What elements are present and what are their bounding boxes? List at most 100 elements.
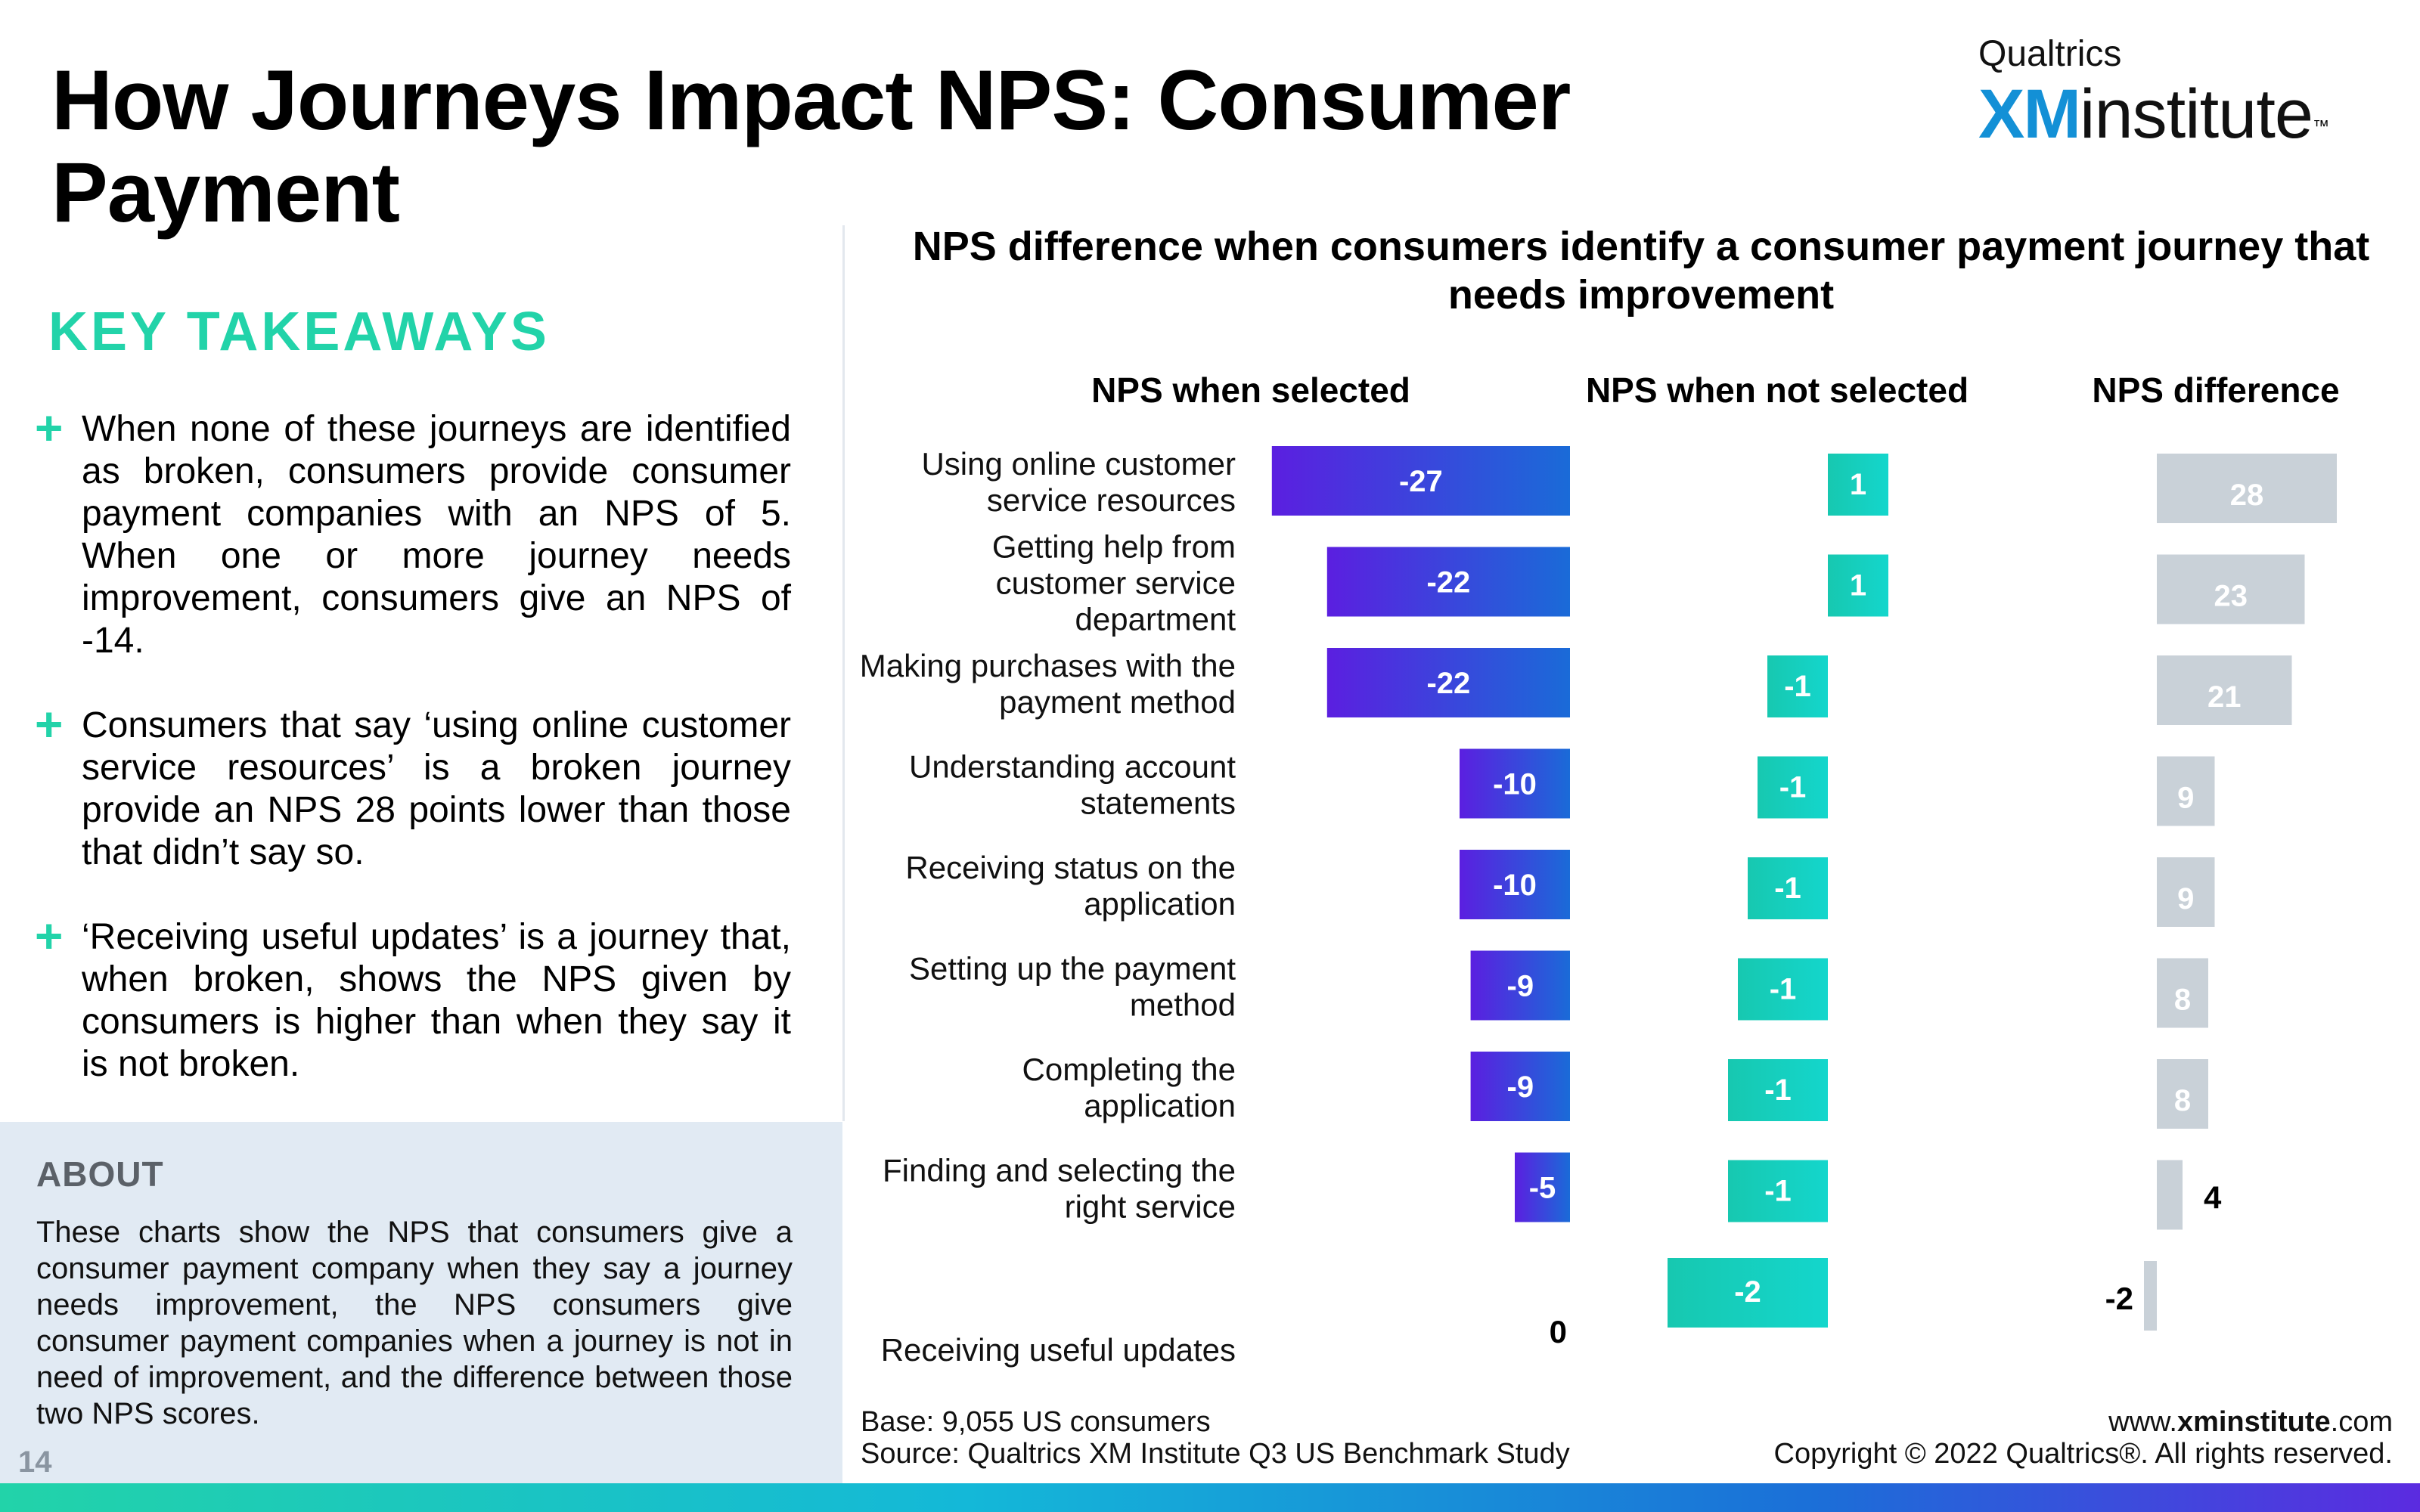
value-label-not-selected: -1 — [1764, 1074, 1792, 1107]
value-label-difference: 9 — [2177, 882, 2194, 916]
bar-selected — [1271, 446, 1570, 516]
value-label-not-selected: -1 — [1779, 771, 1807, 804]
takeaway-text: ‘Receiving useful updates’ is a journey … — [82, 917, 791, 1084]
footnote: Base: 9,055 US consumers Source: Qualtri… — [861, 1406, 1570, 1470]
category-label: Making purchases with the payment method — [860, 648, 1236, 720]
value-label-difference: 8 — [2174, 1084, 2191, 1117]
plus-icon: + — [35, 697, 64, 751]
logo-institute: institute — [2080, 76, 2313, 153]
value-label-selected: -9 — [1507, 1070, 1534, 1104]
value-label-not-selected: -2 — [1734, 1275, 1761, 1309]
category-label: Completing the application — [1022, 1052, 1236, 1123]
bar-selected — [1326, 547, 1570, 617]
takeaway-text: Consumers that say ‘using online custome… — [82, 705, 791, 872]
about-text: These charts show the NPS that consumers… — [36, 1216, 793, 1430]
column-header: NPS difference — [2092, 370, 2339, 410]
bottom-gradient-bar — [0, 1483, 2420, 1512]
logo-wordmark: XMinstitute™ — [1978, 73, 2329, 156]
vertical-divider — [842, 225, 845, 1121]
category-label: Using online customer service resources — [921, 446, 1236, 518]
value-label-selected: -5 — [1529, 1172, 1556, 1205]
bar-not-selected — [1728, 1160, 1828, 1222]
copyright-text: Copyright © 2022 Qualtrics®. All rights … — [1773, 1438, 2393, 1470]
category-label: Getting help from customer service departm… — [992, 529, 1236, 637]
logo-trademark: ™ — [2313, 116, 2330, 135]
bar-difference — [2157, 454, 2337, 523]
source-note: Source: Qualtrics XM Institute Q3 US Ben… — [861, 1438, 1570, 1470]
bar-not-selected — [1668, 1258, 1828, 1328]
website-link[interactable]: www.xminstitute.com — [1774, 1406, 2393, 1438]
bar-selected — [1515, 1152, 1570, 1222]
bar-selected — [1470, 950, 1570, 1021]
value-label-difference: 23 — [2214, 580, 2248, 613]
xm-institute-logo: Qualtrics XMinstitute™ — [1939, 30, 2363, 153]
bar-not-selected — [1828, 554, 1888, 617]
bar-difference — [2157, 857, 2215, 927]
logo-qualtrics-text: Qualtrics — [1978, 34, 2122, 74]
value-label-not-selected: -1 — [1774, 872, 1801, 905]
value-label-not-selected: -1 — [1770, 973, 1797, 1006]
value-label-selected: -27 — [1399, 465, 1443, 498]
bar-not-selected — [1828, 454, 1888, 516]
category-label: Receiving useful updates — [881, 1332, 1236, 1368]
bar-difference — [2157, 554, 2305, 624]
value-label-not-selected: 1 — [1850, 569, 1866, 603]
category-label: Finding and selecting the right service — [883, 1153, 1236, 1225]
copyright-block: www.xminstitute.com Copyright © 2022 Qua… — [1774, 1406, 2393, 1470]
bar-selected — [1470, 1052, 1570, 1121]
plus-icon: + — [35, 401, 64, 455]
column-header: NPS when not selected — [1586, 370, 1969, 410]
bar-not-selected — [1748, 857, 1828, 919]
takeaways-list: + When none of these journeys are identi… — [35, 404, 791, 1128]
value-label-difference: 21 — [2207, 680, 2242, 714]
bar-not-selected — [1728, 1059, 1828, 1121]
column-header: NPS when selected — [1091, 370, 1410, 410]
takeaway-text: When none of these journeys are identifi… — [82, 409, 791, 661]
value-label-not-selected: -1 — [1764, 1175, 1792, 1208]
value-label-selected: -10 — [1493, 869, 1537, 902]
value-label-difference: 9 — [2177, 782, 2194, 815]
bar-selected — [1460, 748, 1570, 819]
bar-difference — [2157, 1160, 2183, 1230]
bar-difference — [2157, 958, 2208, 1028]
website-bold: xminstitute — [2176, 1406, 2331, 1438]
category-label: Receiving status on the application — [905, 850, 1236, 922]
page-number: 14 — [18, 1445, 52, 1479]
category-label: Setting up the payment method — [909, 951, 1236, 1023]
logo-xm: XM — [1978, 76, 2081, 153]
bar-difference — [2144, 1261, 2157, 1331]
value-label-difference: 28 — [2230, 479, 2264, 512]
value-label-selected: -22 — [1426, 667, 1470, 700]
plus-icon: + — [35, 909, 64, 963]
bar-difference — [2157, 1059, 2208, 1129]
value-label-difference: 4 — [2204, 1180, 2222, 1216]
takeaway-item: + When none of these journeys are identi… — [35, 404, 791, 662]
page-title: How Journeys Impact NPS: Consumer Paymen… — [51, 53, 1571, 240]
value-label-not-selected: -1 — [1784, 670, 1811, 703]
bar-difference — [2157, 655, 2292, 725]
bar-not-selected — [1758, 756, 1828, 819]
takeaway-item: + ‘Receiving useful updates’ is a journe… — [35, 912, 791, 1086]
bar-selected — [1460, 850, 1570, 919]
about-heading: ABOUT — [36, 1154, 164, 1194]
value-label-difference: 8 — [2174, 984, 2191, 1017]
bar-difference — [2157, 756, 2215, 826]
about-panel — [0, 1122, 842, 1485]
takeaway-item: + Consumers that say ‘using online custo… — [35, 700, 791, 874]
website-prefix: www. — [2108, 1406, 2177, 1438]
value-label-selected: -10 — [1493, 768, 1537, 801]
bar-selected — [1326, 648, 1570, 717]
key-takeaways-heading: KEY TAKEAWAYS — [48, 302, 550, 362]
base-note: Base: 9,055 US consumers — [861, 1406, 1211, 1438]
bar-not-selected — [1767, 655, 1828, 717]
value-label-difference: -2 — [2105, 1281, 2133, 1316]
value-label-selected: 0 — [1550, 1314, 1567, 1349]
category-label: Understanding account statements — [909, 749, 1236, 821]
bar-not-selected — [1738, 958, 1828, 1021]
value-label-selected: -22 — [1426, 566, 1470, 600]
value-label-selected: -9 — [1507, 970, 1534, 1003]
website-suffix: .com — [2330, 1406, 2393, 1438]
value-label-not-selected: 1 — [1850, 468, 1866, 501]
chart-title: NPS difference when consumers identify a… — [912, 224, 2370, 318]
